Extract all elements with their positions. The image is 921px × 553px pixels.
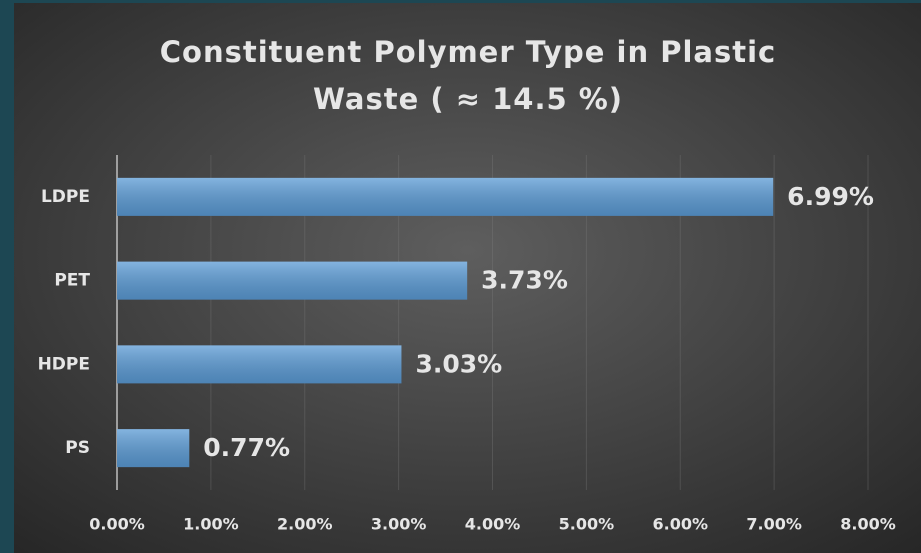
y-tick-label: HDPE [38,354,90,374]
x-tick-label: 1.00% [183,515,239,534]
x-tick-label: 4.00% [465,515,521,534]
value-label: 0.77% [203,433,290,462]
bar-shade [117,177,774,216]
y-tick-label: PS [65,438,90,458]
x-tick-label: 6.00% [652,515,708,534]
bar-shade [117,261,468,300]
x-tick-label: 7.00% [746,515,802,534]
value-label: 6.99% [787,182,874,211]
value-label: 3.73% [481,266,568,295]
x-tick-label: 3.00% [371,515,427,534]
x-tick-label: 5.00% [559,515,615,534]
y-tick-label: LDPE [41,187,90,207]
x-tick-label: 0.00% [89,515,145,534]
chart-title: Waste ( ≈ 14.5 %) [313,82,623,116]
y-tick-label: PET [54,271,90,291]
chart-title: Constituent Polymer Type in Plastic [160,35,776,69]
x-tick-label: 8.00% [840,515,896,534]
value-label: 3.03% [415,349,502,378]
bar-shade [117,345,402,384]
x-tick-label: 2.00% [277,515,333,534]
bar-shade [117,429,190,468]
